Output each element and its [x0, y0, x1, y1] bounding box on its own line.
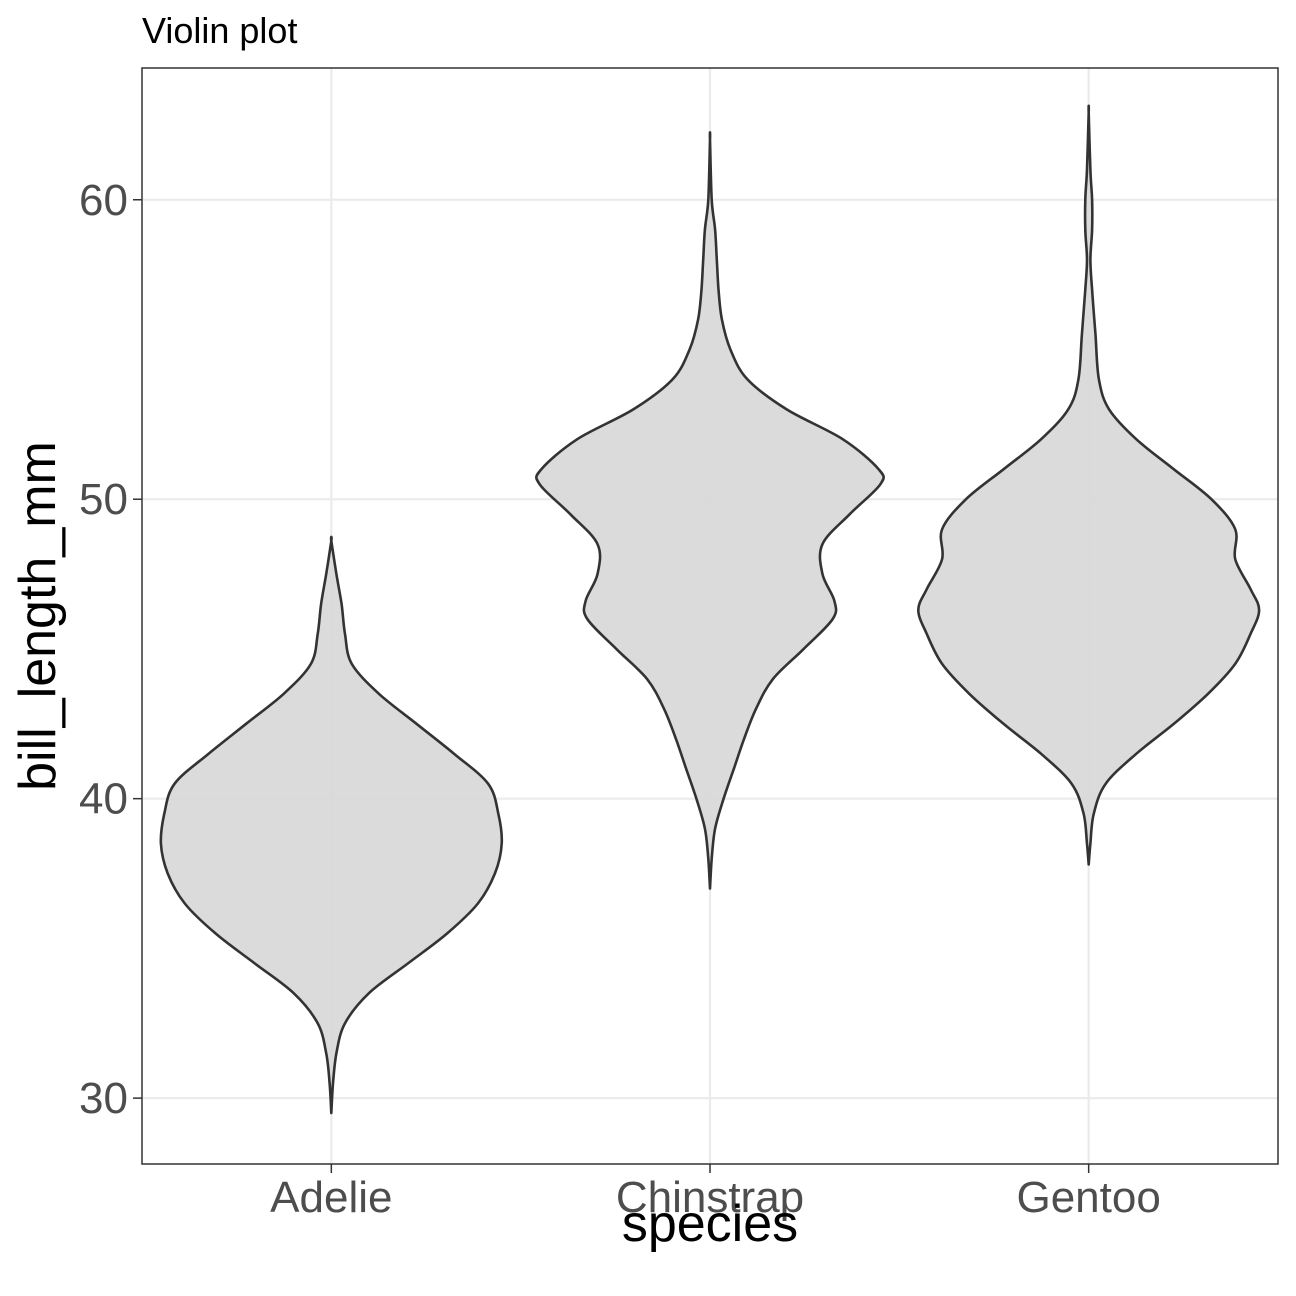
chart-title: Violin plot	[142, 10, 297, 51]
y-axis-ticks: 30 40 50 60	[79, 176, 142, 1123]
y-axis-title: bill_length_mm	[9, 441, 67, 791]
x-tick-label: Adelie	[270, 1173, 392, 1222]
y-tick-label: 40	[79, 775, 128, 824]
x-tick-label: Gentoo	[1016, 1173, 1160, 1222]
violin-chinstrap	[535, 131, 885, 890]
y-tick-label: 50	[79, 475, 128, 524]
violin-gentoo	[917, 104, 1261, 866]
violin-adelie	[159, 535, 504, 1115]
violins	[159, 104, 1261, 1115]
x-axis-title: species	[622, 1195, 798, 1253]
y-tick-label: 60	[79, 176, 128, 225]
x-tick-label: Chinstrap	[616, 1173, 804, 1222]
y-tick-label: 30	[79, 1074, 128, 1123]
x-axis-ticks: Adelie Chinstrap Gentoo	[270, 1164, 1161, 1222]
